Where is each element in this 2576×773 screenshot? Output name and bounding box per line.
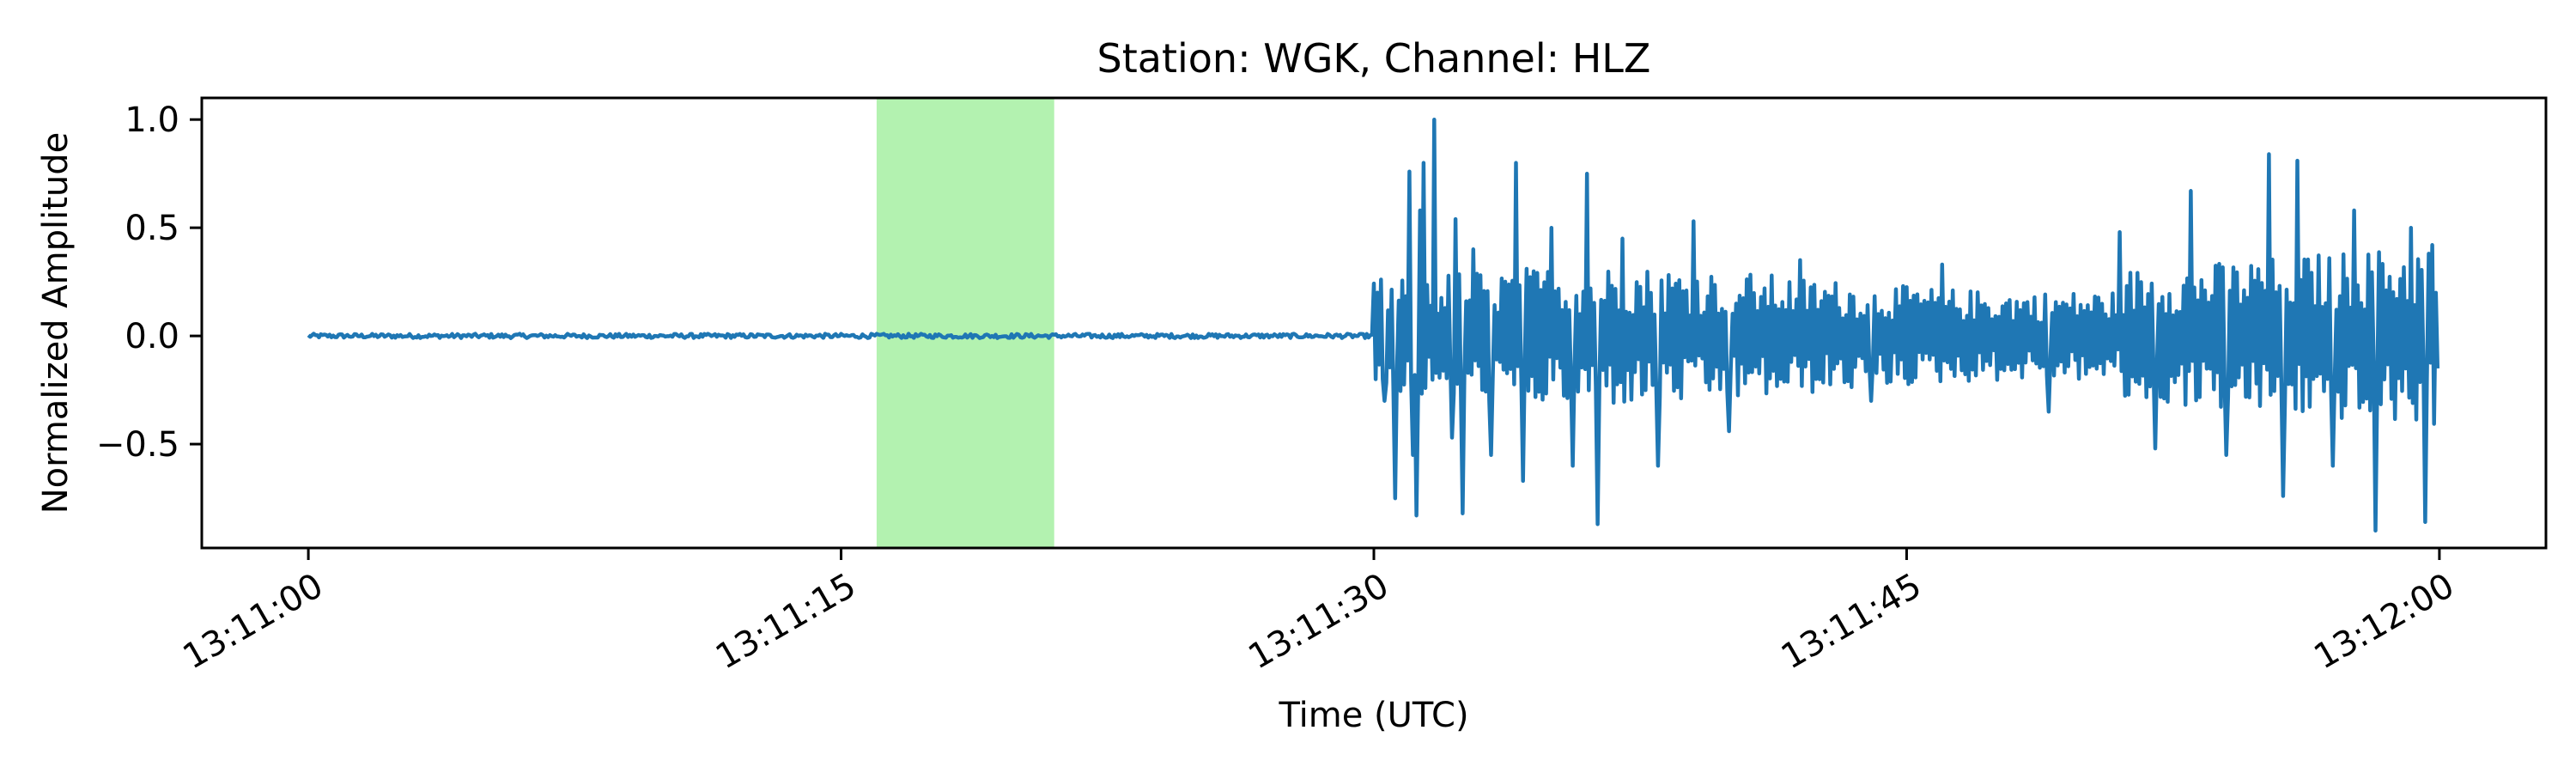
- y-tick-label: 1.0: [125, 100, 179, 140]
- y-axis-label: Normalized Amplitude: [36, 132, 76, 514]
- waveform-series-line: [307, 117, 2440, 533]
- highlight-window: [876, 98, 1054, 548]
- chart-title: Station: WGK, Channel: HLZ: [1097, 35, 1651, 82]
- y-tick-label: 0.5: [125, 209, 179, 248]
- y-tick-label: −0.5: [96, 425, 179, 465]
- y-axis: 1.0 0.5 0.0 −0.5: [96, 100, 202, 465]
- y-tick-label: 0.0: [125, 317, 179, 356]
- x-axis-label: Time (UTC): [1278, 696, 1468, 735]
- plot-area: [307, 98, 2440, 548]
